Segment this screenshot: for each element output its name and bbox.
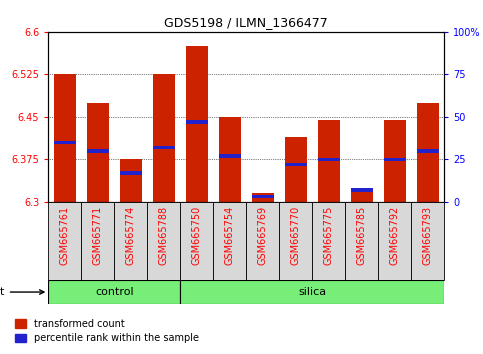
Bar xyxy=(186,120,208,124)
Bar xyxy=(54,74,75,202)
Bar xyxy=(153,74,174,202)
Bar xyxy=(351,188,372,192)
Bar xyxy=(345,202,378,280)
Bar xyxy=(120,171,142,175)
Bar xyxy=(384,120,406,202)
Bar xyxy=(213,202,246,280)
Bar xyxy=(48,202,81,280)
Bar xyxy=(252,193,273,202)
Text: agent: agent xyxy=(0,287,44,297)
Text: GSM665771: GSM665771 xyxy=(93,206,103,265)
Bar xyxy=(285,137,307,202)
Bar xyxy=(186,46,208,202)
Bar xyxy=(219,117,241,202)
Bar xyxy=(417,149,439,153)
Text: GSM665769: GSM665769 xyxy=(258,206,268,265)
Bar xyxy=(87,103,109,202)
Text: GSM665774: GSM665774 xyxy=(126,206,136,265)
Bar xyxy=(279,202,313,280)
Bar xyxy=(120,159,142,202)
Bar xyxy=(246,202,279,280)
Bar xyxy=(219,154,241,158)
Bar xyxy=(180,202,213,280)
Bar xyxy=(54,141,75,144)
Text: GSM665754: GSM665754 xyxy=(225,206,235,265)
Bar xyxy=(81,202,114,280)
Legend: transformed count, percentile rank within the sample: transformed count, percentile rank withi… xyxy=(14,319,199,343)
Text: GSM665770: GSM665770 xyxy=(291,206,301,265)
Bar xyxy=(153,146,174,149)
Bar xyxy=(378,202,412,280)
Bar xyxy=(313,202,345,280)
Bar xyxy=(285,163,307,166)
Bar xyxy=(412,202,444,280)
Bar xyxy=(351,188,372,202)
Bar xyxy=(48,280,180,304)
Title: GDS5198 / ILMN_1366477: GDS5198 / ILMN_1366477 xyxy=(164,16,328,29)
Text: GSM665793: GSM665793 xyxy=(423,206,433,265)
Text: GSM665775: GSM665775 xyxy=(324,206,334,265)
Bar xyxy=(417,103,439,202)
Bar xyxy=(147,202,180,280)
Text: GSM665785: GSM665785 xyxy=(357,206,367,265)
Bar xyxy=(384,158,406,161)
Bar xyxy=(318,120,340,202)
Bar xyxy=(87,149,109,153)
Bar xyxy=(252,195,273,198)
Text: silica: silica xyxy=(298,287,327,297)
Text: GSM665788: GSM665788 xyxy=(159,206,169,265)
Bar xyxy=(180,280,444,304)
Text: GSM665792: GSM665792 xyxy=(390,206,400,265)
Text: control: control xyxy=(95,287,134,297)
Bar xyxy=(114,202,147,280)
Bar xyxy=(318,158,340,161)
Text: GSM665761: GSM665761 xyxy=(60,206,70,265)
Text: GSM665750: GSM665750 xyxy=(192,206,202,265)
